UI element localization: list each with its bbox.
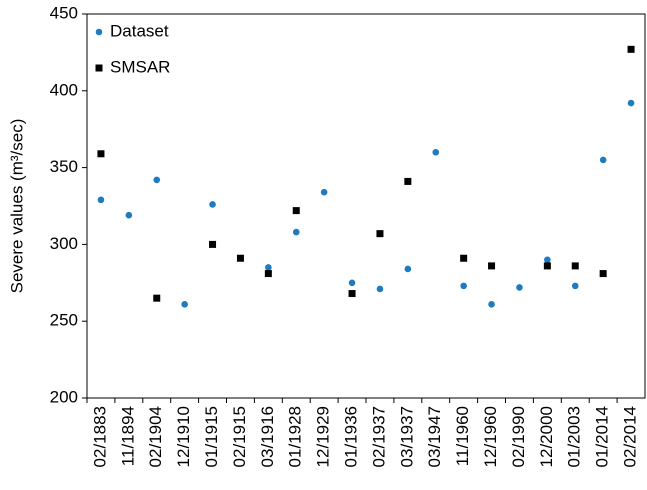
point	[488, 262, 496, 270]
point	[97, 150, 105, 158]
x-tick-label: 02/2014	[621, 406, 640, 467]
y-axis-label: Severe values (m³/sec)	[7, 119, 26, 294]
point	[292, 228, 300, 236]
point	[404, 265, 412, 273]
x-tick-label: 01/2003	[565, 406, 584, 467]
x-tick-label: 12/2000	[537, 406, 556, 467]
point	[460, 282, 467, 290]
point	[599, 156, 607, 164]
point	[516, 284, 523, 291]
point	[265, 264, 272, 271]
x-tick-label: 02/1883	[90, 406, 109, 467]
x-tick-label: 11/1960	[453, 406, 472, 466]
x-tick-label: 01/1915	[202, 406, 221, 467]
point	[97, 196, 105, 204]
y-tick-label: 400	[50, 80, 78, 99]
y-tick-label: 250	[50, 311, 78, 330]
point	[209, 201, 216, 208]
x-tick-label: 03/1937	[397, 406, 416, 467]
point	[320, 188, 328, 196]
point	[292, 207, 300, 215]
point	[543, 262, 551, 270]
legend-label: Dataset	[110, 21, 169, 40]
point	[599, 270, 607, 278]
legend-label: SMSAR	[110, 57, 170, 76]
x-tick-label: 03/1947	[425, 406, 444, 467]
point	[181, 301, 188, 308]
x-tick-label: 02/1904	[146, 406, 165, 467]
x-tick-label: 01/1928	[286, 406, 305, 467]
x-tick-label: 02/1915	[230, 406, 249, 467]
x-tick-label: 01/2014	[593, 406, 612, 467]
plot-frame	[86, 13, 646, 399]
y-tick-label: 450	[50, 3, 78, 22]
y-tick-label: 200	[50, 387, 78, 406]
x-tick-label: 11/1894	[118, 406, 137, 466]
point	[264, 270, 272, 278]
x-tick-label: 02/1937	[369, 406, 388, 467]
legend-marker	[95, 28, 103, 36]
point	[488, 301, 495, 308]
point	[432, 148, 440, 156]
point	[348, 279, 356, 287]
y-tick-label: 300	[50, 234, 78, 253]
x-tick-label: 03/1916	[258, 406, 277, 467]
point	[544, 256, 551, 264]
x-tick-label: 12/1929	[314, 406, 333, 467]
x-tick-label: 02/1990	[509, 406, 528, 467]
x-tick-label: 01/1936	[342, 406, 361, 467]
point	[571, 282, 579, 290]
point	[571, 262, 579, 270]
point	[460, 254, 468, 262]
point	[627, 45, 635, 53]
point	[209, 240, 217, 248]
point	[153, 294, 161, 302]
y-tick-label: 350	[50, 157, 78, 176]
point	[627, 99, 635, 107]
legend-marker	[95, 64, 103, 72]
point	[376, 285, 384, 293]
point	[125, 211, 133, 219]
point	[376, 230, 384, 238]
point	[404, 177, 412, 185]
point	[153, 176, 161, 184]
point	[348, 290, 356, 298]
point	[236, 254, 244, 262]
x-tick-label: 12/1910	[174, 406, 193, 467]
x-tick-label: 12/1960	[481, 406, 500, 467]
